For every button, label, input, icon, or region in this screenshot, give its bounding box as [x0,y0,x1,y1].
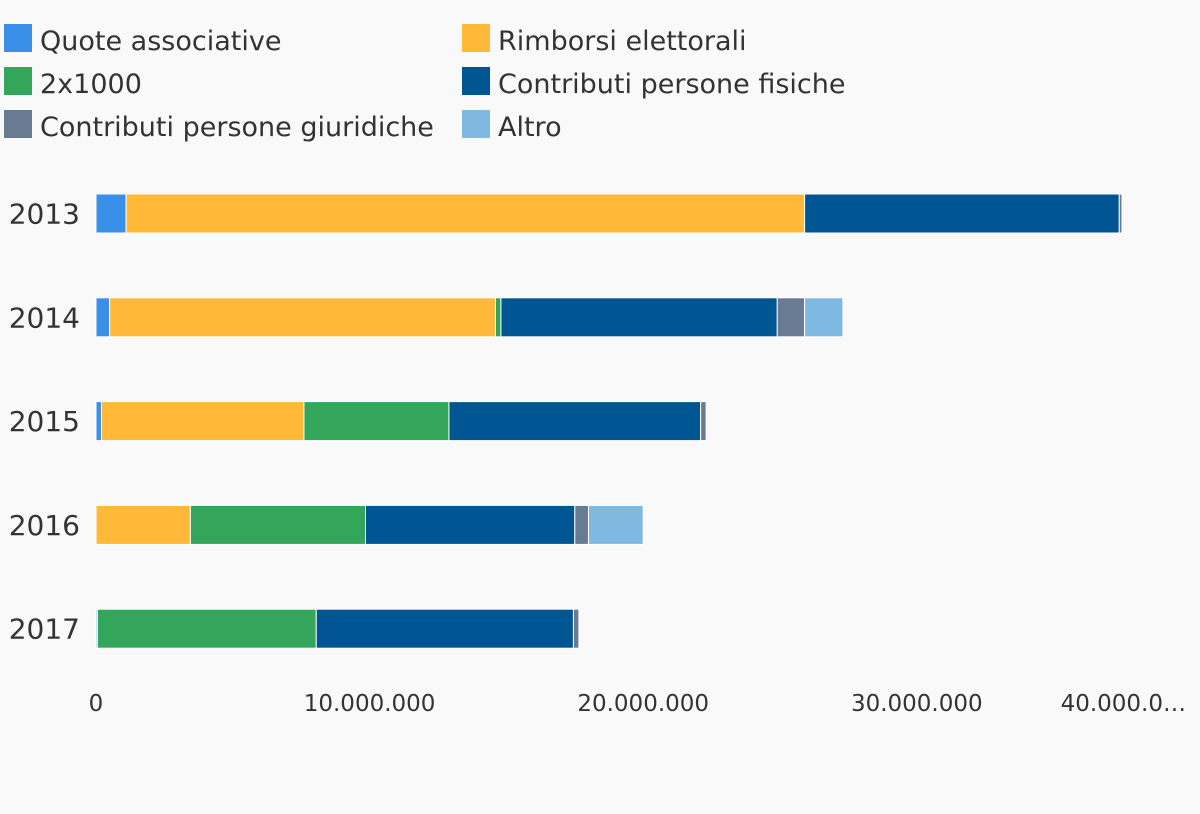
x-tick-label-1: 0 [89,691,104,717]
bar-2013-series-5 [1118,193,1123,234]
legend-label-3: 2x1000 [40,69,142,100]
bars [95,193,1123,649]
bar-2014-series-2 [109,297,496,338]
y-tick-label-2015: 2015 [9,405,80,438]
legend: Quote associative Rimborsi elettorali 2x10… [4,24,845,143]
bar-2016-series-4 [364,504,576,545]
y-tick-label-2014: 2014 [9,301,80,334]
y-tick-label-2016: 2016 [9,509,80,542]
x-axis-labels: 0 10.000.000 20.000.000 30.000.000 40.000.0… [89,691,1186,717]
bar-2015-series-1 [95,401,102,442]
bar-2013-series-2 [125,193,806,234]
bar-2017-series-4 [315,608,574,649]
bar-2014-series-5 [776,297,806,338]
bar-2016-series-5 [574,504,589,545]
bar-2014-series-6 [804,297,844,338]
bar-2015-series-4 [448,401,702,442]
bar-2017-series-5 [572,608,580,649]
bar-2016-series-3 [189,504,366,545]
bar-2015-series-2 [100,401,305,442]
x-tick-label-4: 30.000.000 [851,691,983,717]
legend-swatch-3 [4,67,32,95]
legend-swatch-5 [4,110,32,138]
bar-2017-series-3 [96,608,317,649]
x-tick-label-5: 40.000.0… [1061,691,1186,717]
y-tick-label-2013: 2013 [9,198,80,231]
x-tick-label-3: 20.000.000 [577,691,709,717]
legend-swatch-6 [462,110,490,138]
bar-2014-series-3 [494,297,502,338]
bar-2013-series-1 [95,193,127,234]
legend-label-4: Contributi persone fisiche [498,69,845,100]
bar-2016-series-2 [95,504,191,545]
bar-2014-series-1 [95,297,111,338]
bar-2016-series-6 [587,504,644,545]
y-tick-label-2017: 2017 [9,613,80,646]
bar-2015-series-3 [303,401,450,442]
legend-swatch-2 [462,24,490,52]
legend-label-1: Quote associative [40,26,281,57]
legend-label-2: Rimborsi elettorali [498,26,747,57]
legend-swatch-1 [4,24,32,52]
y-axis-labels: 2013 2014 2015 2016 2017 [9,198,80,646]
legend-label-5: Contributi persone giuridiche [40,112,434,143]
x-tick-label-2: 10.000.000 [304,691,436,717]
legend-label-6: Altro [498,112,562,143]
legend-swatch-4 [462,67,490,95]
bar-2014-series-4 [500,297,778,338]
bar-2013-series-4 [804,193,1120,234]
bar-2015-series-5 [700,401,707,442]
